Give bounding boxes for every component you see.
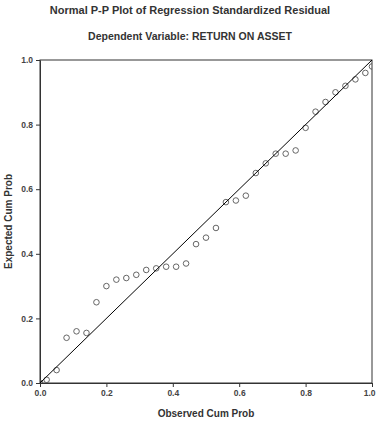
tick-mark	[306, 383, 307, 387]
point	[283, 151, 289, 157]
reference-line	[40, 60, 372, 383]
plot-frame	[40, 60, 372, 383]
subtitle: Dependent Variable: RETURN ON ASSET	[88, 30, 292, 42]
x-axis-label: Observed Cum Prob	[158, 408, 255, 419]
tick-label: 0.6	[21, 184, 33, 194]
tick-label: 0.2	[101, 388, 113, 398]
tick-label: 0.0	[21, 378, 33, 388]
axis-line	[40, 61, 41, 384]
tick-label: 0.6	[234, 388, 246, 398]
tick-label: 0.8	[21, 120, 33, 130]
tick-mark	[173, 383, 174, 387]
tick-label: 1.0	[21, 55, 33, 65]
tick-mark	[36, 383, 40, 384]
tick-mark	[239, 383, 240, 387]
tick: 1.0	[364, 383, 376, 398]
tick: 0.4	[21, 249, 40, 259]
point	[74, 329, 80, 335]
chart: Normal P-P Plot of Regression Standardiz…	[0, 0, 380, 425]
point	[233, 198, 239, 204]
tick-label: 0.4	[21, 249, 33, 259]
tick-label: 0.4	[167, 388, 179, 398]
tick: 0.6	[234, 383, 246, 398]
x-axis: 0.0 0.2 0.4 0.6 0.8 1.0	[35, 383, 376, 398]
point	[363, 70, 369, 76]
point	[133, 272, 139, 278]
y-axis: 0.0 0.2 0.4 0.6 0.8 1.0	[21, 55, 40, 388]
tick-label: 0.2	[21, 314, 33, 324]
tick-label: 0.0	[35, 388, 47, 398]
point	[84, 330, 90, 336]
point	[183, 261, 189, 267]
point	[213, 225, 219, 231]
point	[114, 277, 120, 283]
point	[243, 193, 249, 199]
axis-line	[41, 383, 373, 384]
tick-mark	[372, 383, 373, 387]
tick: 1.0	[21, 55, 40, 65]
tick-mark	[36, 60, 40, 61]
tick: 0.8	[21, 120, 40, 130]
point	[163, 264, 169, 270]
y-axis-label: Expected Cum Prob	[3, 174, 14, 269]
point	[104, 283, 110, 289]
tick-mark	[36, 318, 40, 319]
tick-mark	[36, 254, 40, 255]
tick: 0.0	[21, 378, 40, 388]
tick: 0.8	[300, 383, 312, 398]
point	[293, 148, 299, 154]
tick: 0.2	[101, 383, 113, 398]
tick: 0.6	[21, 184, 40, 194]
tick: 0.2	[21, 314, 40, 324]
tick-label: 0.8	[300, 388, 312, 398]
tick-mark	[36, 189, 40, 190]
point	[143, 267, 149, 273]
tick-mark	[40, 383, 41, 387]
tick: 0.4	[167, 383, 179, 398]
point	[193, 241, 199, 247]
point	[369, 64, 372, 70]
point	[64, 335, 70, 341]
tick-label: 1.0	[364, 388, 376, 398]
point	[173, 264, 179, 270]
title: Normal P-P Plot of Regression Standardiz…	[50, 4, 330, 16]
point	[124, 275, 130, 281]
tick: 0.0	[35, 383, 47, 398]
marks	[40, 60, 372, 383]
tick-mark	[106, 383, 107, 387]
point	[203, 235, 209, 241]
point	[94, 299, 100, 305]
tick-mark	[36, 125, 40, 126]
